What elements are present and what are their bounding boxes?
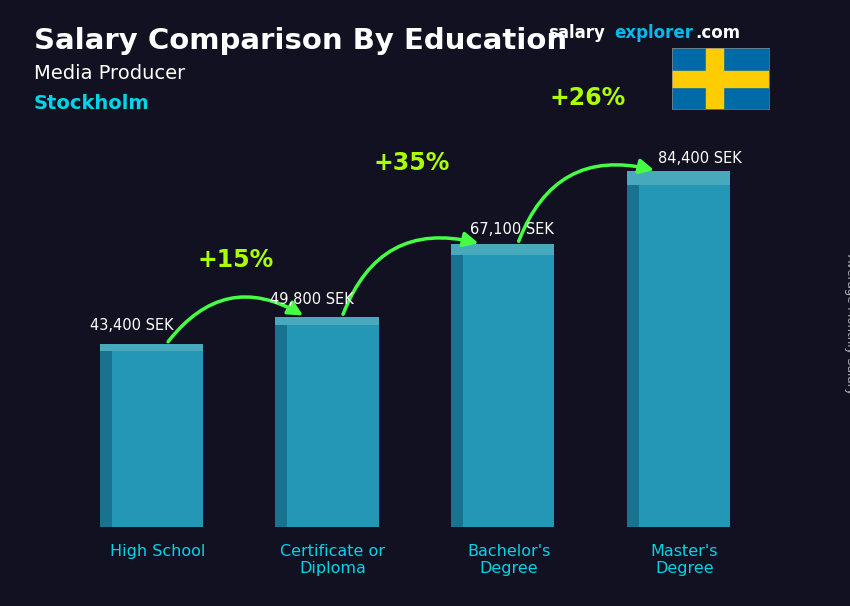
Bar [638, 185, 730, 527]
Text: +26%: +26% [549, 85, 626, 110]
Text: Average Monthly Salary: Average Monthly Salary [844, 254, 850, 395]
Text: .com: .com [695, 24, 740, 42]
Bar [275, 317, 378, 325]
Text: 84,400 SEK: 84,400 SEK [658, 152, 742, 166]
Text: Stockholm: Stockholm [34, 94, 150, 113]
Text: Salary Comparison By Education: Salary Comparison By Education [34, 27, 567, 55]
Bar [451, 244, 554, 255]
Bar [463, 255, 554, 527]
Bar [99, 351, 111, 527]
Text: 67,100 SEK: 67,100 SEK [470, 222, 554, 236]
Text: explorer: explorer [615, 24, 694, 42]
Bar [275, 325, 287, 527]
Text: +15%: +15% [198, 248, 274, 272]
Bar [99, 344, 203, 351]
Text: +35%: +35% [373, 151, 450, 175]
Text: 49,800 SEK: 49,800 SEK [269, 291, 354, 307]
Text: 43,400 SEK: 43,400 SEK [90, 318, 174, 333]
Bar [287, 325, 378, 527]
Bar [706, 48, 723, 109]
Bar [111, 351, 203, 527]
Text: Media Producer: Media Producer [34, 64, 185, 82]
Bar [626, 185, 638, 527]
Bar [672, 71, 769, 87]
Bar [626, 171, 730, 185]
Text: salary: salary [548, 24, 605, 42]
Bar [451, 255, 463, 527]
